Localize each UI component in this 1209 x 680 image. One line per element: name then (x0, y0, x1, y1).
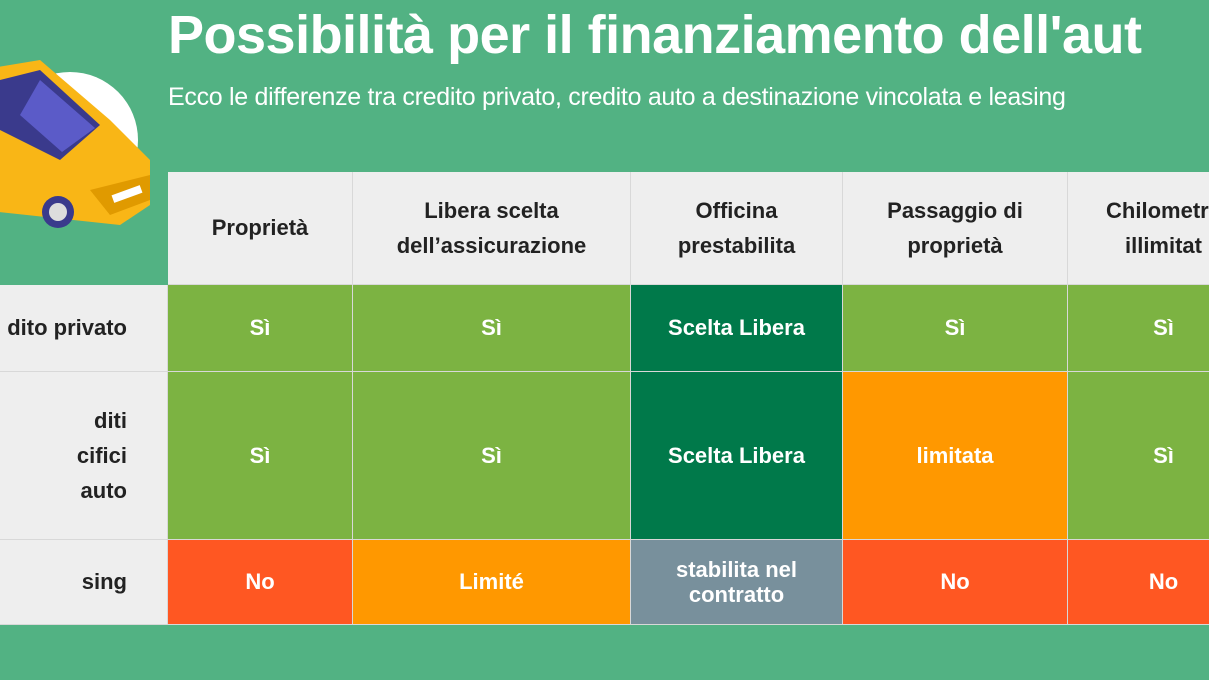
cell-text: Sì (1153, 442, 1174, 468)
column-header: Passaggio di proprietà (843, 172, 1068, 285)
table-cell: Scelta Libera (631, 372, 843, 540)
cell-text: Chilometra (1106, 197, 1209, 223)
table-cell: limitata (843, 372, 1068, 540)
cell-text: prestabilita (677, 233, 796, 258)
row-label: diti cifici auto (0, 372, 168, 540)
cell-text: illimitat (1124, 233, 1202, 258)
cell-text: Sì (249, 315, 271, 341)
cell-text: diti (94, 407, 127, 433)
table-cell: Sì (843, 285, 1068, 372)
cell-text: Officina (695, 197, 778, 223)
table-cell: No (843, 540, 1068, 625)
column-header: Officina prestabilita (631, 172, 843, 285)
table-cell: No (168, 540, 353, 625)
cell-text: limitata (916, 442, 994, 468)
column-header: Libera scelta dell’assicurazione (353, 172, 631, 285)
table-cell: stabilita nel contratto (631, 540, 843, 625)
title: Possibilità per il finanziamento dell'au… (168, 5, 1142, 65)
table-cell: Sì (168, 285, 353, 372)
table-cell: No (1068, 540, 1209, 625)
table-cell: Sì (1068, 372, 1209, 540)
cell-text: dito privato (7, 315, 127, 341)
cell-text: Proprietà (211, 215, 309, 241)
table-cell: Sì (353, 372, 631, 540)
table-cell: Scelta Libera (631, 285, 843, 372)
row-label: sing (0, 540, 168, 625)
cell-text: Libera scelta (424, 197, 559, 223)
cell-text: No (1148, 569, 1179, 595)
cell-text: Scelta Libera (668, 442, 805, 468)
cell-text: Sì (1153, 315, 1174, 341)
table-cell: Sì (353, 285, 631, 372)
car-icon (0, 60, 150, 228)
cell-text: Sì (944, 315, 966, 341)
cell-text: No (940, 569, 970, 595)
table-cell: Limité (353, 540, 631, 625)
cell-text: sing (81, 569, 127, 595)
cell-text: auto (80, 478, 127, 504)
cell-text: cifici (76, 442, 127, 468)
column-header: Chilometra illimitat (1068, 172, 1209, 285)
cell-text: Sì (481, 442, 502, 468)
cell-text: proprietà (907, 233, 1003, 258)
cell-text: contratto (688, 582, 785, 607)
row-label: dito privato (0, 285, 168, 372)
cell-text: Sì (481, 315, 502, 341)
cell-text: No (245, 569, 275, 595)
cell-text: dell’assicurazione (396, 233, 587, 258)
table-cell: Sì (168, 372, 353, 540)
table-cell: Sì (1068, 285, 1209, 372)
cell-text: Sì (249, 442, 271, 468)
cell-text: Passaggio di (887, 197, 1023, 223)
subtitle: Ecco le differenze tra credito privato, … (168, 83, 1066, 111)
column-header: Proprietà (168, 172, 353, 285)
cell-text: Scelta Libera (668, 315, 805, 341)
cell-text: Limité (459, 569, 524, 595)
cell-text: stabilita nel (675, 556, 798, 582)
